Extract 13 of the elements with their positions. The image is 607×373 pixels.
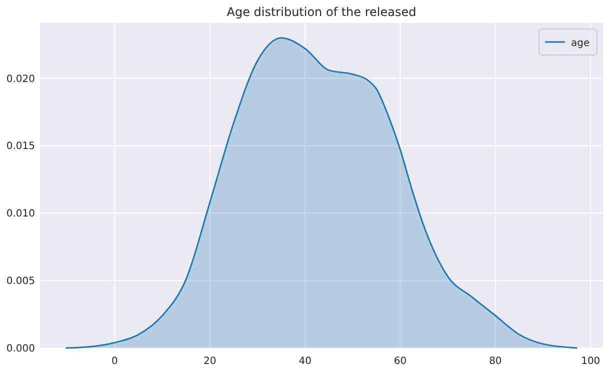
x-tick-label: 60 bbox=[394, 356, 407, 367]
y-tick-label: 0.020 bbox=[6, 74, 35, 85]
y-tick-label: 0.010 bbox=[6, 208, 35, 220]
y-tick-label: 0.015 bbox=[6, 141, 35, 152]
x-tick-label: 0 bbox=[112, 356, 118, 367]
x-tick-label: 80 bbox=[489, 356, 502, 367]
legend-label: age bbox=[571, 38, 590, 49]
x-tick-label: 100 bbox=[581, 356, 600, 367]
chart-title: Age distribution of the released bbox=[226, 5, 416, 19]
x-tick-label: 40 bbox=[298, 356, 312, 367]
y-tick-label: 0.000 bbox=[6, 344, 35, 354]
y-tick-label: 0.005 bbox=[6, 276, 35, 288]
x-tick-label: 20 bbox=[204, 356, 216, 367]
